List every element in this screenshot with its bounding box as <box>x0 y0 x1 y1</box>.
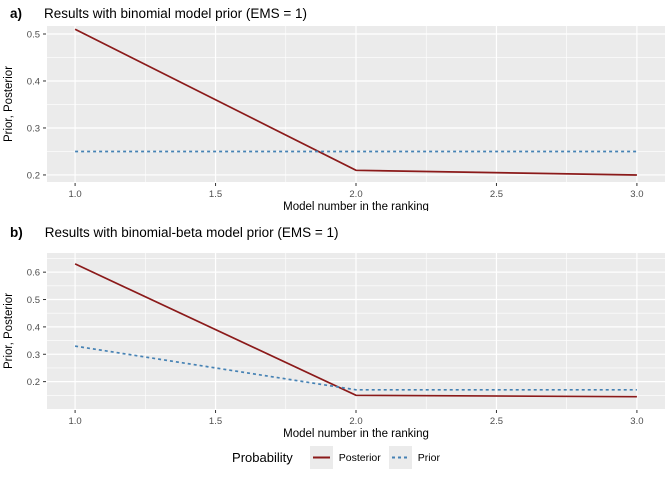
x-tick-label: 1.0 <box>68 189 81 200</box>
plot-a: 1.0 1.5 2.0 2.5 3.0 0.2 0.3 0.4 0.5 Model number … <box>3 26 665 211</box>
legend-title: Probability <box>232 450 293 465</box>
x-tick-label: 3.0 <box>630 416 643 427</box>
panel-label-a: a) <box>10 6 23 21</box>
prior-line-key-icon <box>388 446 412 469</box>
y-axis-title: Prior, Posterior <box>3 293 15 369</box>
y-tick-label: 0.3 <box>27 123 40 134</box>
x-axis-title: Model number in the ranking <box>283 201 429 211</box>
y-tick-label: 0.4 <box>27 76 40 87</box>
x-tick-label: 1.0 <box>68 416 81 427</box>
y-tick-label: 0.2 <box>27 170 40 181</box>
chart-title-b: Results with binomial-beta model prior (… <box>44 225 339 240</box>
x-axis-title: Model number in the ranking <box>283 428 429 440</box>
chart-title-a: Results with binomial model prior (EMS =… <box>44 6 307 21</box>
y-tick-label: 0.6 <box>27 268 40 279</box>
y-tick-label: 0.2 <box>27 377 40 388</box>
panel-label-b: b) <box>10 225 23 240</box>
legend: Probability Posterior Prior <box>0 446 672 469</box>
legend-item-prior: Prior <box>388 446 440 469</box>
x-tick-label: 1.5 <box>209 189 222 200</box>
chart-a: a) Results with binomial model prior (EM… <box>0 0 672 211</box>
chart-a-header: a) Results with binomial model prior (EM… <box>0 0 672 23</box>
y-tick-label: 0.5 <box>27 295 40 306</box>
posterior-line-key-icon <box>309 446 333 469</box>
series-line-prior <box>74 345 637 391</box>
legend-item-posterior: Posterior <box>309 446 381 469</box>
legend-label-prior: Prior <box>417 451 440 464</box>
x-tick-label: 2.5 <box>490 189 503 200</box>
x-tick-label: 2.0 <box>349 189 362 200</box>
series-line-posterior <box>74 263 637 398</box>
y-axis-title: Prior, Posterior <box>3 66 15 142</box>
y-tick-label: 0.4 <box>27 322 40 333</box>
x-tick-label: 3.0 <box>630 189 643 200</box>
y-tick-label: 0.5 <box>27 29 40 40</box>
series-line-posterior <box>74 28 637 176</box>
legend-label-posterior: Posterior <box>338 451 381 464</box>
y-tick-label: 0.3 <box>27 350 40 361</box>
figure: a) Results with binomial model prior (EM… <box>0 0 672 469</box>
chart-b: b) Results with binomial-beta model prio… <box>0 211 672 440</box>
x-tick-label: 2.5 <box>490 416 503 427</box>
x-tick-label: 1.5 <box>209 416 222 427</box>
chart-b-header: b) Results with binomial-beta model prio… <box>0 211 672 242</box>
plot-b: 1.0 1.5 2.0 2.5 3.0 0.2 0.3 0.4 0.5 0.6 Model numb… <box>3 253 665 440</box>
x-tick-label: 2.0 <box>349 416 362 427</box>
